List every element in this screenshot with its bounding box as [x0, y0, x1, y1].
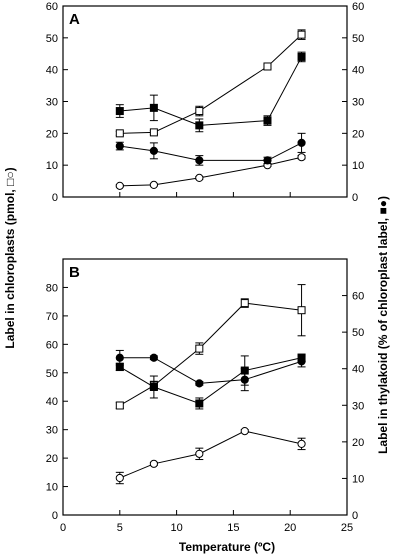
y-tick-label-left: 40: [46, 396, 58, 408]
y-tick-label-right: 0: [352, 192, 358, 204]
plot-frame: [62, 258, 348, 516]
series-line: [119, 56, 303, 126]
data-point: [263, 116, 272, 125]
y-tick-label-left: 50: [46, 368, 58, 380]
data-point: [115, 401, 124, 410]
series-open-square: [115, 284, 306, 410]
y-tick-label-left: 30: [46, 425, 58, 437]
data-point: [149, 353, 158, 362]
data-point: [195, 107, 204, 116]
series-filled-circle: [115, 132, 306, 166]
y-tick-label-left: 40: [46, 65, 58, 77]
series-filled-circle: [115, 349, 306, 392]
data-point: [115, 107, 124, 116]
y-tick-label-left: 10: [46, 160, 58, 172]
y-tick-label-left: 80: [46, 282, 58, 294]
data-point: [240, 426, 249, 436]
panel-label: A: [69, 11, 80, 28]
data-point: [115, 353, 124, 362]
data-point: [149, 103, 158, 112]
data-point: [263, 156, 272, 165]
x-axis: 0 5 10 15 20 25: [60, 522, 353, 534]
series-line: [119, 34, 302, 134]
data-point: [263, 62, 272, 71]
data-point: [240, 299, 249, 308]
y-tick-label-left: 20: [46, 128, 58, 140]
y-axis-title-left: Label in chloroplasts (pmol, □○): [3, 167, 17, 348]
panel-a: A 0 10 20 30 40 50 60 0 10 20 30 40 50 60: [46, 1, 365, 204]
y-axis-title-right: Label in thylakoid (% of chloroplast lab…: [376, 196, 390, 454]
data-point: [115, 473, 124, 483]
series-filled-square: [115, 353, 306, 410]
data-point: [149, 459, 158, 468]
data-point: [297, 153, 306, 162]
y-tick-label-right: 10: [352, 473, 364, 485]
data-point: [195, 379, 204, 388]
y-tick-label-right: 60: [352, 291, 364, 303]
y-tick-label-right: 40: [352, 65, 364, 77]
data-point: [115, 141, 124, 151]
y-tick-label-left: 30: [46, 97, 58, 109]
data-point: [297, 138, 306, 147]
series-line: [119, 142, 302, 161]
data-point: [195, 121, 204, 130]
y-tick-label-left: 0: [52, 510, 58, 522]
y-tick-label-right: 50: [352, 33, 364, 45]
x-axis-title: Temperature (ºC): [179, 540, 275, 554]
data-point: [149, 128, 158, 137]
y-tick-label-left: 50: [46, 33, 58, 45]
series-line: [119, 357, 302, 405]
y-tick-label-right: 20: [352, 128, 364, 140]
panel-label: B: [69, 264, 80, 281]
series-open-circle: [115, 153, 306, 190]
x-tick-label: 5: [117, 522, 123, 534]
panel-b: B 0 10 20 30 40 50 60 70 80 0 10 20 30 40 50 60: [46, 258, 364, 522]
series-line: [119, 430, 302, 479]
y-tick-label-left: 60: [46, 1, 58, 13]
y-tick-label-left: 20: [46, 453, 58, 465]
data-point: [195, 173, 204, 182]
data-point: [195, 344, 204, 353]
y-tick-label-right: 40: [352, 364, 364, 376]
x-tick-label: 20: [284, 522, 296, 534]
y-tick-label-right: 30: [352, 400, 364, 412]
series-open-circle: [115, 426, 306, 485]
series-filled-square: [115, 51, 306, 133]
data-point: [115, 181, 124, 190]
y-tick-label-right: 20: [352, 437, 364, 449]
x-tick-label: 25: [341, 522, 353, 534]
y-tick-label-right: 60: [352, 1, 364, 13]
y-tick-label-right: 50: [352, 327, 364, 339]
data-point: [149, 146, 158, 155]
data-point: [149, 383, 158, 391]
data-point: [115, 129, 124, 138]
y-tick-label-left: 70: [46, 311, 58, 323]
y-tick-label-left: 60: [46, 339, 58, 351]
y-tick-label-left: 10: [46, 482, 58, 494]
y-tick-label-right: 0: [352, 510, 358, 522]
data-point: [297, 439, 306, 448]
series-line: [119, 156, 302, 187]
data-point: [240, 375, 249, 384]
data-point: [149, 180, 158, 190]
y-tick-label-right: 10: [352, 160, 364, 172]
data-point: [195, 156, 204, 165]
y-tick-label-right: 30: [352, 97, 364, 109]
series-open-square: [115, 29, 306, 138]
data-point: [297, 30, 306, 39]
y-tick-label-left: 0: [52, 192, 58, 204]
x-tick-label: 10: [170, 522, 182, 534]
data-point: [297, 306, 306, 315]
data-point: [297, 357, 306, 366]
data-point: [297, 52, 306, 61]
x-tick-label: 0: [60, 522, 66, 534]
series-line: [119, 357, 302, 384]
data-point: [195, 449, 204, 458]
series-line: [119, 302, 302, 406]
data-point: [195, 399, 204, 408]
x-tick-label: 15: [227, 522, 239, 534]
